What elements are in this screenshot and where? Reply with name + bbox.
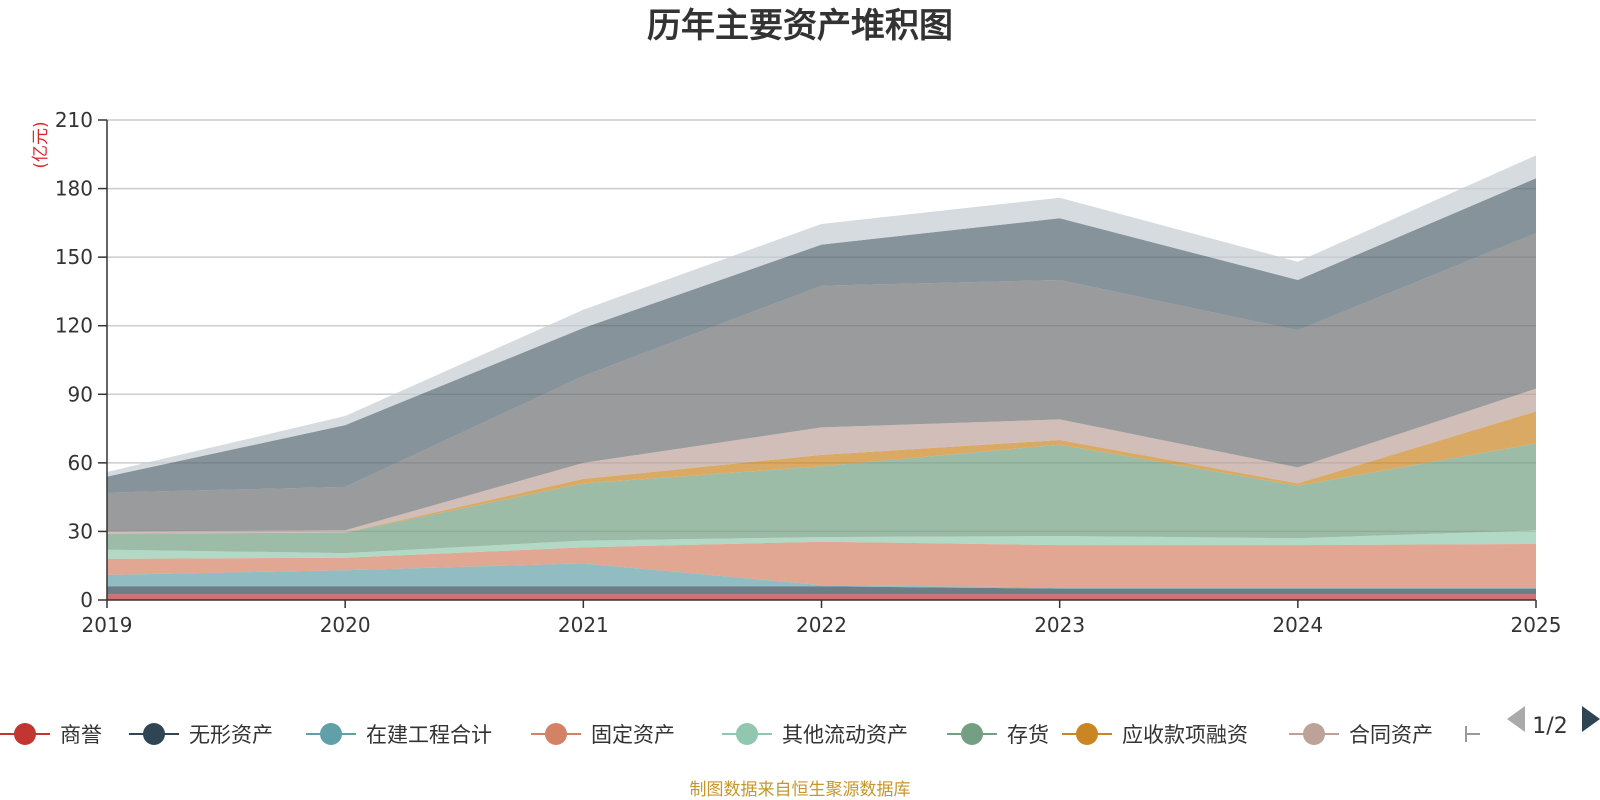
y-axis-unit: (亿元) <box>31 121 51 168</box>
legend-item-在建工程合计[interactable]: 在建工程合计 <box>306 723 492 747</box>
legend-label: 无形资产 <box>189 723 273 747</box>
y-tick-label: 150 <box>55 245 93 269</box>
next-page-icon[interactable] <box>1582 706 1600 732</box>
legend-marker <box>1303 723 1325 745</box>
y-tick-label: 90 <box>68 382 93 406</box>
axes: 0 30 60 90 120 150 180 210 2019 2020 2021 2022 2023 2… <box>55 108 1562 637</box>
area-无形资产 <box>107 586 1536 595</box>
legend-label: 在建工程合计 <box>366 723 492 747</box>
legend-item-商誉[interactable]: 商誉 <box>0 723 102 747</box>
legend-marker <box>320 723 342 745</box>
area-商誉 <box>107 594 1536 600</box>
legend-item-应收款项融资[interactable]: 应收款项融资 <box>1062 723 1248 747</box>
y-tick-label: 180 <box>55 177 93 201</box>
chart-title: 历年主要资产堆积图 <box>647 6 953 46</box>
x-tick-label: 2024 <box>1272 613 1323 637</box>
legend-marker <box>1076 723 1098 745</box>
x-tick-label: 2020 <box>320 613 371 637</box>
area-货币资金 <box>107 178 1536 493</box>
y-tick-label: 60 <box>68 451 93 475</box>
x-tick-label: 2019 <box>82 613 133 637</box>
legend-marker <box>143 723 165 745</box>
area-其他流动资产 <box>107 530 1536 559</box>
x-tick-label: 2025 <box>1511 613 1562 637</box>
legend-item-合同资产[interactable]: 合同资产 <box>1289 723 1433 747</box>
legend-label: 固定资产 <box>591 723 675 747</box>
legend-marker <box>736 723 758 745</box>
area-合同资产 <box>107 388 1536 534</box>
y-tick-label: 0 <box>80 588 93 612</box>
legend-item-固定资产[interactable]: 固定资产 <box>531 723 675 747</box>
area-其他 <box>107 155 1536 477</box>
legend-item-存货[interactable]: 存货 <box>947 723 1049 747</box>
legend-marker <box>545 723 567 745</box>
legend-marker <box>961 723 983 745</box>
legend-label: 其他流动资产 <box>782 723 908 747</box>
legend-label: 应收款项融资 <box>1122 723 1248 747</box>
x-tick-label: 2021 <box>558 613 609 637</box>
legend-pager: 1/2 <box>1507 706 1600 739</box>
y-tick-label: 120 <box>55 314 93 338</box>
area-应收账款 <box>107 233 1536 532</box>
legend-marker <box>14 723 36 745</box>
legend-page-indicator: 1/2 <box>1532 714 1567 739</box>
legend-label: 商誉 <box>60 723 102 747</box>
legend: 商誉 无形资产 在建工程合计 固定资产 其他流动资产 存货 应收款项融资 合同资产 <box>0 723 1480 747</box>
prev-page-icon[interactable] <box>1507 706 1525 732</box>
legend-item-无形资产[interactable]: 无形资产 <box>129 723 273 747</box>
data-source-note: 制图数据来自恒生聚源数据库 <box>690 780 911 800</box>
legend-label: 合同资产 <box>1349 723 1433 747</box>
area-存货 <box>107 443 1536 554</box>
x-tick-label: 2023 <box>1034 613 1085 637</box>
area-固定资产 <box>107 541 1536 588</box>
x-tick-label: 2022 <box>796 613 847 637</box>
y-tick-label: 30 <box>68 519 93 543</box>
area-series <box>107 155 1536 600</box>
legend-item-其他流动资产[interactable]: 其他流动资产 <box>722 723 908 747</box>
legend-label: 存货 <box>1007 723 1049 747</box>
area-在建工程合计 <box>107 563 1536 589</box>
y-tick-label: 210 <box>55 108 93 132</box>
